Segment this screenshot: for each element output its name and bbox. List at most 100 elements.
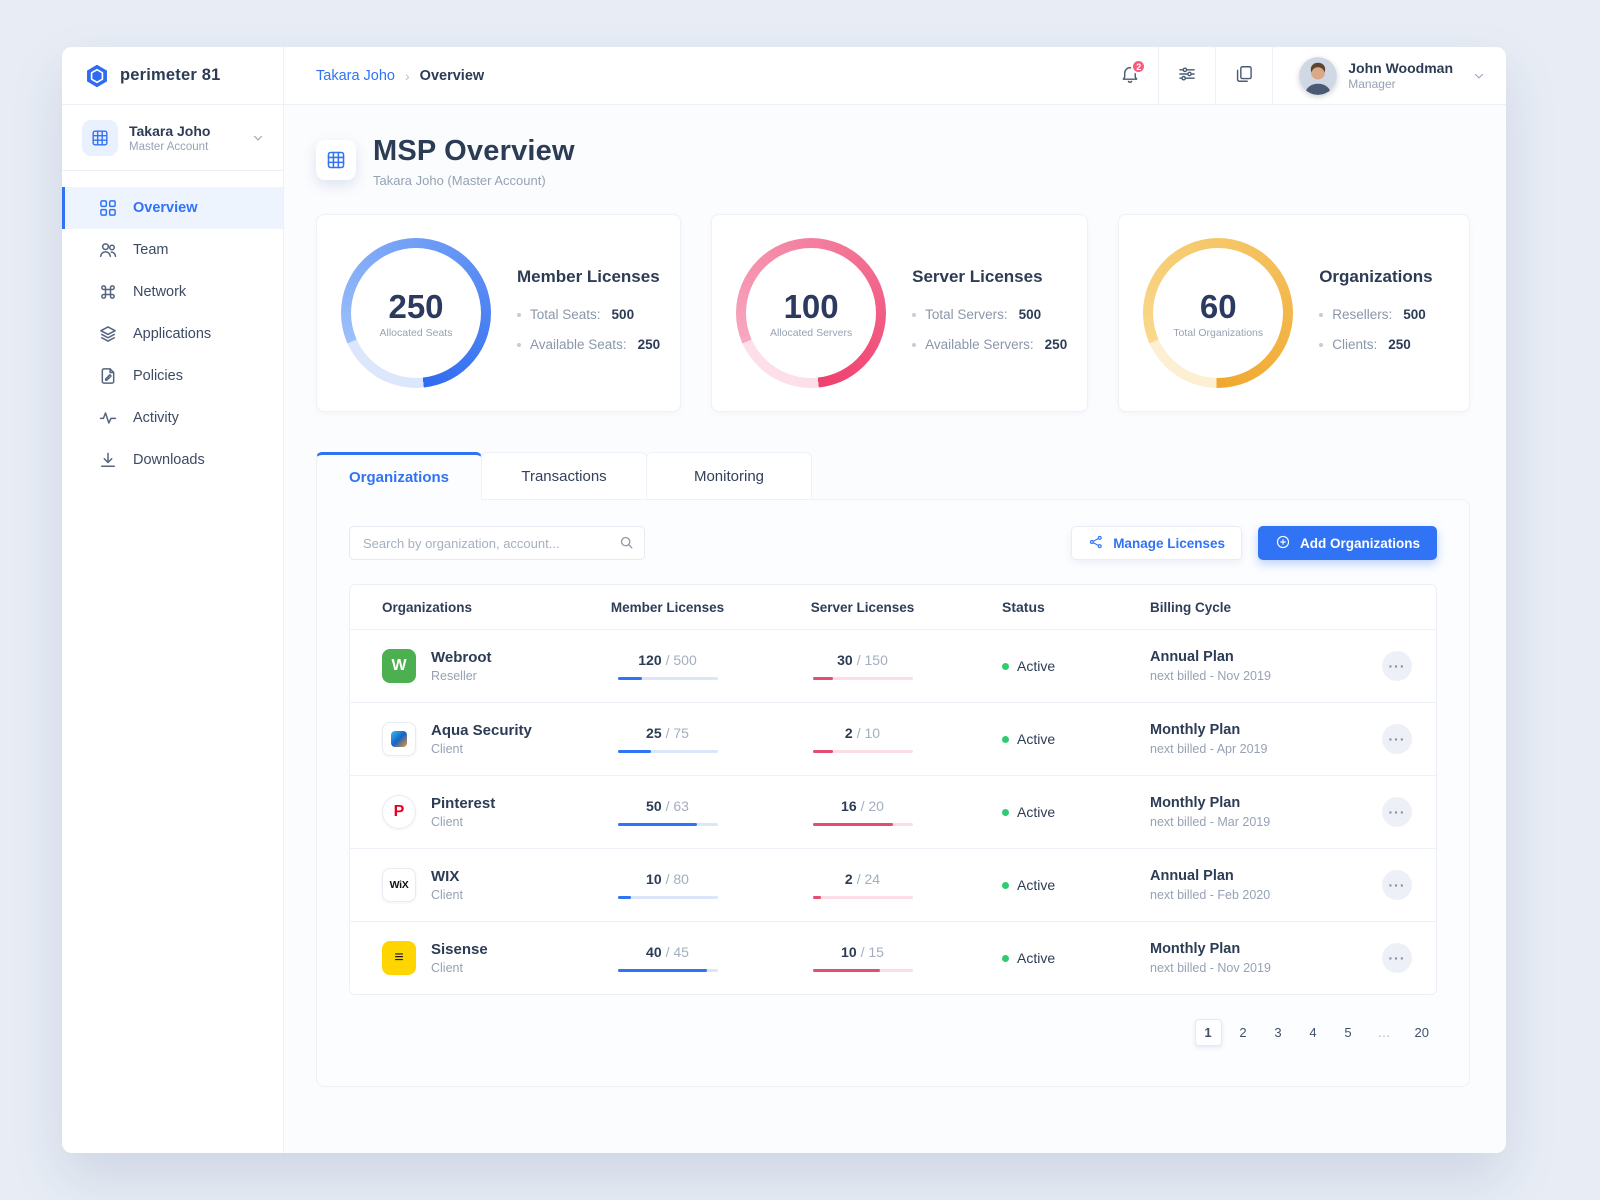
org-name: Sisense — [431, 941, 488, 958]
status-dot-icon — [1002, 954, 1009, 962]
user-role: Manager — [1348, 77, 1396, 91]
divider — [1272, 47, 1274, 105]
row-menu-button[interactable]: ··· — [1382, 943, 1412, 973]
page-button[interactable]: 2 — [1230, 1019, 1257, 1046]
page-button[interactable]: 3 — [1265, 1019, 1292, 1046]
billing-next: next billed - Nov 2019 — [1150, 669, 1271, 683]
tab-monitoring[interactable]: Monitoring — [646, 452, 812, 500]
sidebar-item-applications[interactable]: Applications — [62, 313, 283, 355]
status-cell: Active — [960, 950, 1095, 966]
tab-bar: Organizations Transactions Monitoring — [316, 452, 1470, 500]
pagination: 1 2 3 4 5 … 20 — [349, 1019, 1437, 1046]
sidebar-item-activity[interactable]: Activity — [62, 397, 283, 439]
donut-chart — [1143, 238, 1294, 388]
sidebar-item-network[interactable]: Network — [62, 271, 283, 313]
perimeter81-logo-icon — [84, 63, 110, 89]
user-menu[interactable]: John Woodman Manager — [1273, 47, 1506, 104]
page-button[interactable]: … — [1370, 1019, 1399, 1046]
sidebar-item-label: Activity — [133, 410, 179, 426]
page-button[interactable]: 1 — [1194, 1019, 1222, 1046]
member-licenses-cell: 10/ 80 — [570, 871, 765, 899]
add-organizations-button[interactable]: Add Organizations — [1257, 526, 1437, 560]
row-menu-button[interactable]: ··· — [1382, 651, 1412, 681]
brand: perimeter 81 — [62, 47, 283, 105]
tab-transactions[interactable]: Transactions — [481, 452, 647, 500]
row-menu-button[interactable]: ··· — [1382, 797, 1412, 827]
status-dot-icon — [1002, 808, 1009, 816]
app-window: perimeter 81 Takara Joho Master Account … — [62, 47, 1506, 1153]
page-button[interactable]: 5 — [1335, 1019, 1362, 1046]
sidebar-item-downloads[interactable]: Downloads — [62, 439, 283, 481]
tab-organizations[interactable]: Organizations — [316, 452, 482, 500]
org-name: Pinterest — [431, 795, 496, 812]
bullet-dot-icon — [1319, 342, 1324, 347]
page-button[interactable]: 4 — [1300, 1019, 1327, 1046]
server-licenses-cell: 2/ 10 — [765, 725, 960, 753]
sidebar-item-label: Team — [133, 242, 169, 258]
row-menu-button[interactable]: ··· — [1382, 870, 1412, 900]
donut-chart — [341, 238, 491, 388]
search-icon[interactable] — [618, 534, 635, 556]
plus-circle-icon — [1275, 534, 1291, 553]
reports-button[interactable] — [1216, 47, 1272, 104]
notifications-button[interactable]: 2 — [1102, 47, 1158, 104]
server-licenses-cell: 10/ 15 — [765, 944, 960, 972]
sliders-icon — [1177, 64, 1197, 87]
billing-next: next billed - Apr 2019 — [1150, 742, 1268, 756]
billing-cell: Annual Plan next billed - Nov 2019 — [1095, 649, 1358, 683]
status-cell: Active — [960, 877, 1095, 893]
users-icon — [98, 240, 118, 260]
notification-badge: 2 — [1131, 59, 1147, 74]
server-progress-bar — [812, 677, 913, 680]
chevron-down-icon — [251, 131, 265, 145]
divider — [1158, 47, 1160, 105]
member-progress-bar — [617, 896, 718, 899]
table-row-sisense: ≡ Sisense Client 40/ 45 — [350, 921, 1436, 994]
sidebar-item-team[interactable]: Team — [62, 229, 283, 271]
ellipsis-icon: ··· — [1388, 804, 1406, 820]
layers-icon — [98, 324, 118, 344]
status-dot-icon — [1002, 881, 1009, 889]
sidebar-item-policies[interactable]: Policies — [62, 355, 283, 397]
stat-cards-row: 250 Allocated Seats Member Licenses Tota… — [316, 214, 1470, 412]
user-name: John Woodman — [1348, 60, 1453, 76]
bullet-dot-icon — [1319, 312, 1324, 317]
org-logo — [382, 722, 416, 756]
breadcrumb-current: Overview — [419, 67, 485, 84]
column-header-billing-cycle: Billing Cycle — [1150, 599, 1232, 615]
sidebar-item-label: Overview — [133, 200, 198, 216]
account-type: Master Account — [129, 140, 209, 153]
sidebar-item-overview[interactable]: Overview — [62, 187, 283, 229]
row-menu-button[interactable]: ··· — [1382, 724, 1412, 754]
command-icon — [98, 282, 118, 302]
server-licenses-cell: 16/ 20 — [765, 798, 960, 826]
breadcrumb-parent-link[interactable]: Takara Joho — [316, 67, 395, 84]
search-input[interactable] — [349, 526, 645, 560]
page-header: MSP Overview Takara Joho (Master Account… — [316, 135, 1470, 188]
status-badge: Active — [1017, 731, 1056, 747]
donut-value: 60 — [1199, 287, 1237, 325]
bullet-dot-icon — [517, 342, 521, 347]
table-row-pinterest: P Pinterest Client 50/ 63 — [350, 775, 1436, 848]
billing-plan: Monthly Plan — [1150, 941, 1241, 957]
org-type: Client — [431, 888, 463, 902]
table-header: Organizations Member Licenses Server Lic… — [350, 585, 1436, 629]
ellipsis-icon: ··· — [1388, 658, 1406, 674]
stat-title: Server Licenses — [912, 266, 1043, 286]
sidebar-item-label: Network — [133, 284, 187, 300]
org-logo: WiX — [382, 868, 416, 902]
status-dot-icon — [1002, 735, 1009, 743]
settings-button[interactable] — [1159, 47, 1215, 104]
organizations-panel: Manage Licenses Add Organizations Organi… — [316, 499, 1470, 1087]
member-licenses-cell: 40/ 45 — [570, 944, 765, 972]
account-switcher[interactable]: Takara Joho Master Account — [62, 105, 283, 171]
manage-licenses-button[interactable]: Manage Licenses — [1071, 526, 1242, 560]
sidebar-nav: Overview Team Network Applications — [62, 171, 283, 481]
page-button[interactable]: 20 — [1407, 1019, 1437, 1046]
stat-card-member-licenses: 250 Allocated Seats Member Licenses Tota… — [316, 214, 682, 412]
org-name: Webroot — [431, 649, 492, 666]
top-header: Takara Joho › Overview 2 — [284, 47, 1506, 105]
billing-plan: Annual Plan — [1150, 649, 1234, 665]
panel-toolbar: Manage Licenses Add Organizations — [349, 526, 1437, 560]
search-box — [349, 526, 645, 560]
